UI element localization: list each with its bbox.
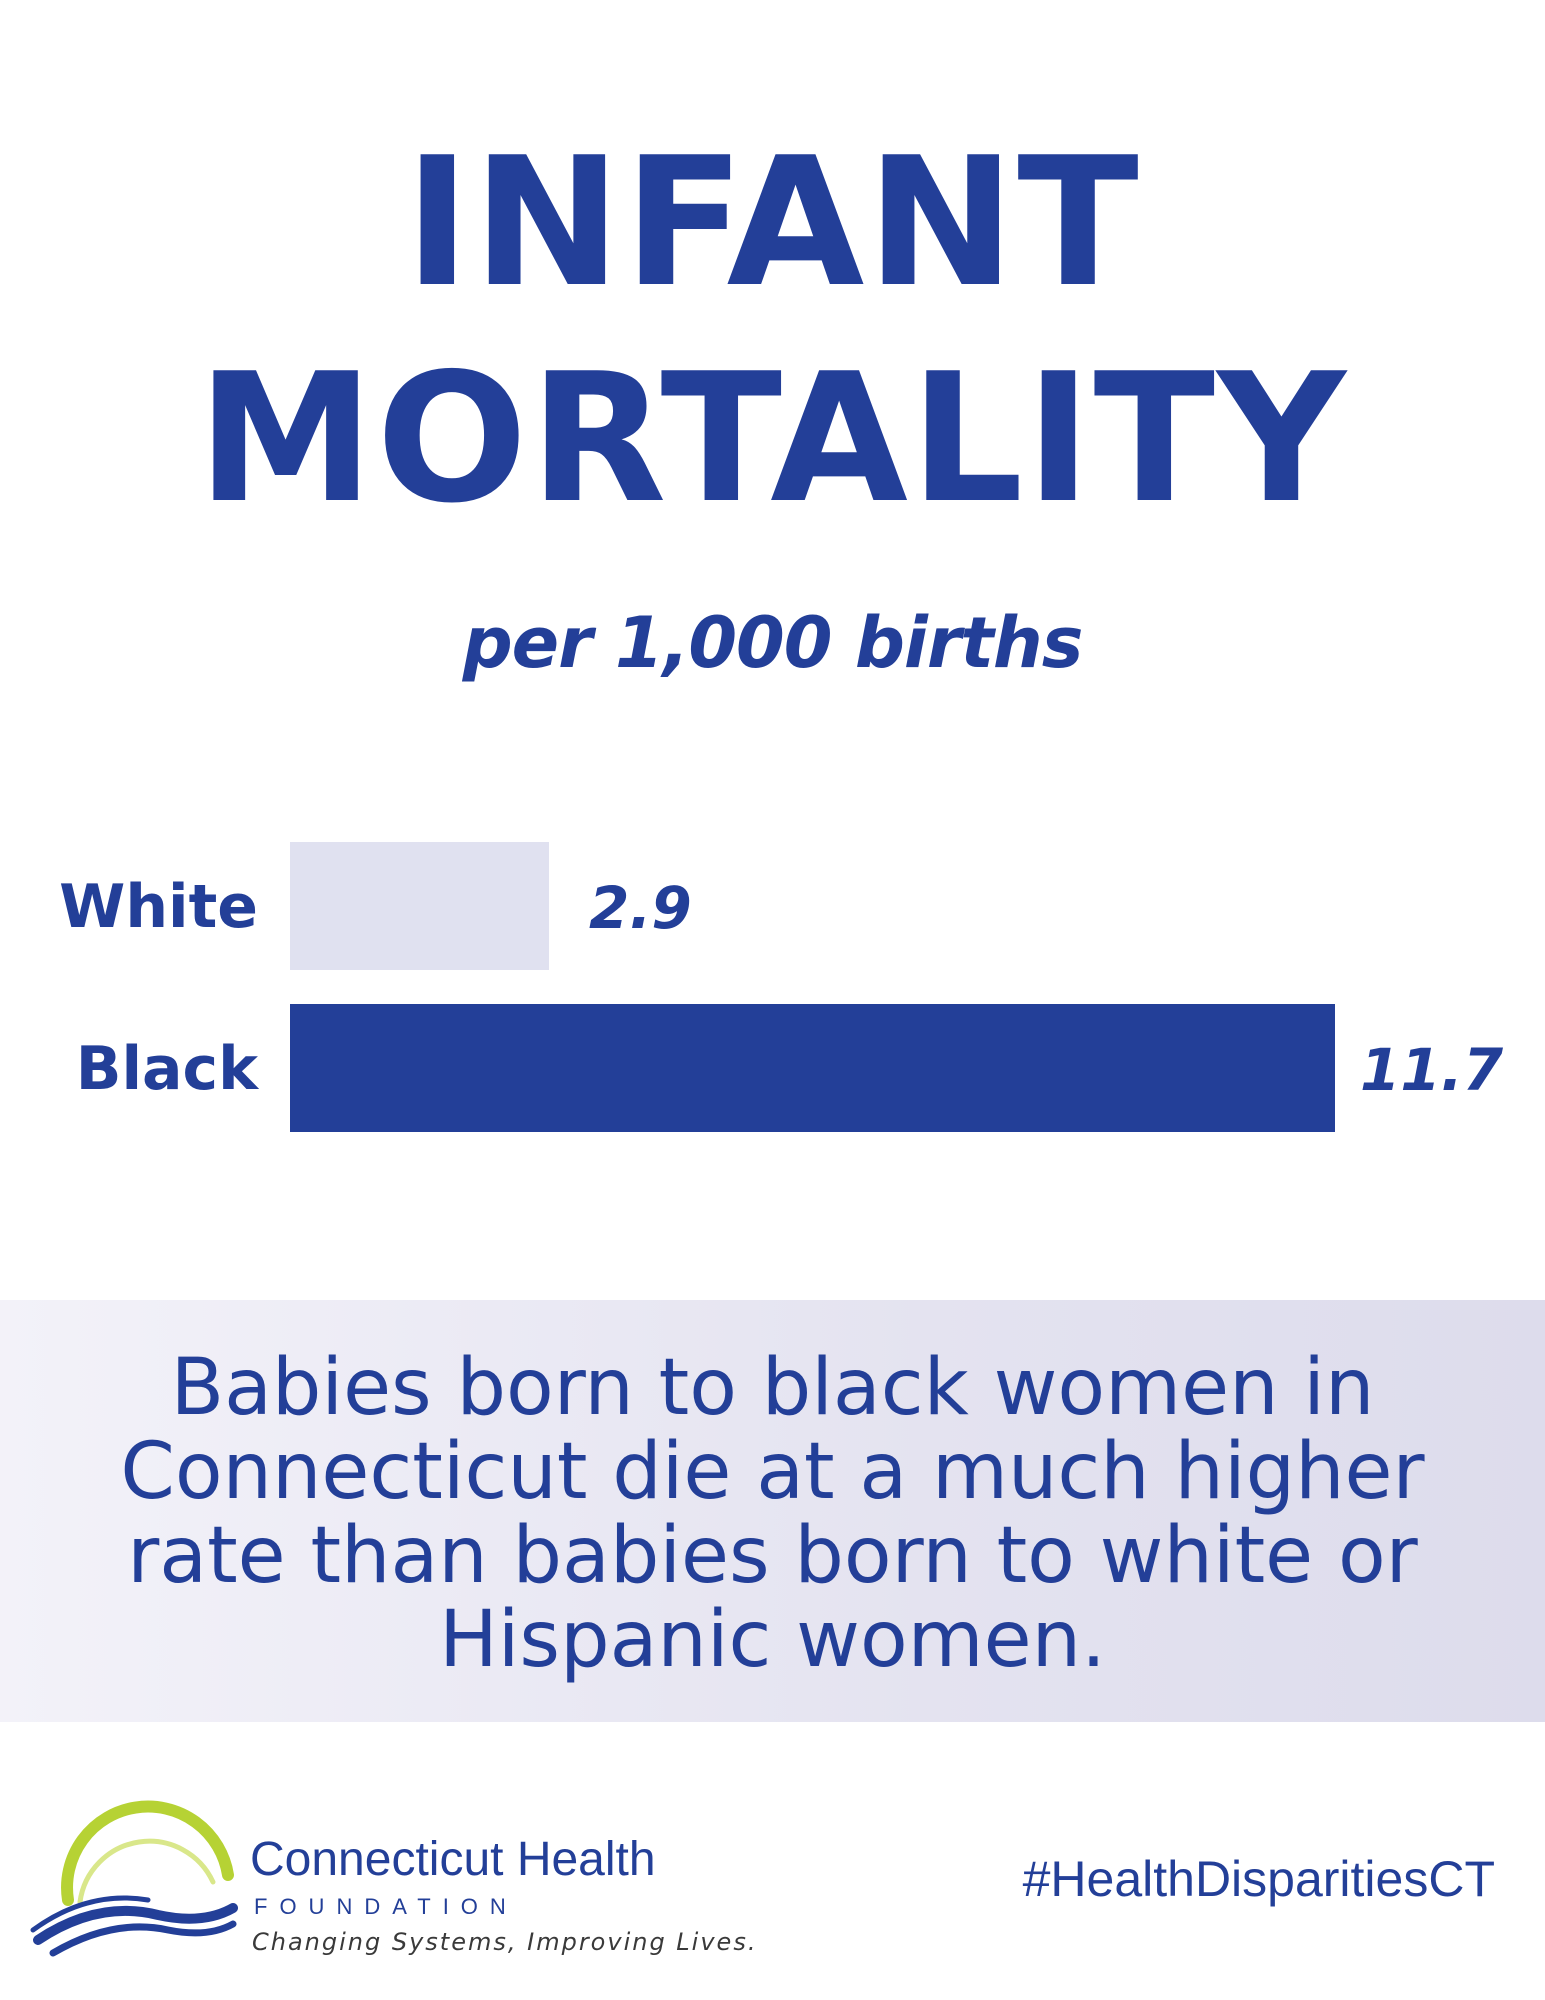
bar-chart: White 2.9 Black 11.7 <box>59 842 1504 1132</box>
org-name: Connecticut Health <box>250 1833 656 1886</box>
chart-subtitle: per 1,000 births <box>462 602 1084 684</box>
hashtag: #HealthDisparitiesCT <box>1022 1851 1495 1907</box>
category-label-black: Black <box>75 1034 258 1104</box>
org-tagline: Changing Systems, Improving Lives. <box>252 1928 758 1956</box>
callout-text: Babies born to black women in Connecticu… <box>120 1343 1425 1685</box>
category-label-white: White <box>59 872 258 942</box>
org-subtitle: FOUNDATION <box>254 1894 518 1919</box>
callout-box: Babies born to black women in Connecticu… <box>0 1300 1545 1722</box>
value-label-white: 2.9 <box>589 874 692 942</box>
bar-black <box>290 1004 1335 1132</box>
bar-white <box>290 842 549 970</box>
title-line-1: INFANT <box>404 119 1141 326</box>
logo-icon <box>30 1800 238 1957</box>
value-label-black: 11.7 <box>1360 1036 1504 1104</box>
title-line-2: MORTALITY <box>197 335 1348 542</box>
